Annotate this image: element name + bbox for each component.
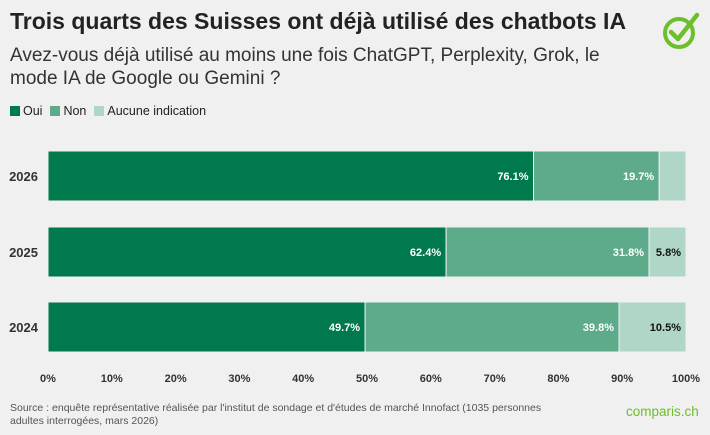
data-label: 19.7%	[623, 171, 654, 183]
data-label: 62.4%	[410, 247, 441, 259]
bar-segment	[445, 226, 650, 278]
legend-item: Aucune indication	[94, 104, 206, 118]
data-label: 31.8%	[613, 247, 644, 259]
chart-title: Trois quarts des Suisses ont déjà utilis…	[10, 8, 627, 34]
bar-segment	[47, 226, 447, 278]
data-label: 39.8%	[583, 322, 614, 334]
category-label: 2026	[9, 169, 38, 184]
checkmark-circle-icon	[663, 12, 700, 49]
x-tick-label: 80%	[547, 373, 569, 385]
x-tick-label: 100%	[672, 373, 700, 385]
x-tick-label: 70%	[484, 373, 506, 385]
legend-item: Oui	[10, 104, 42, 118]
bar-segment	[47, 150, 535, 202]
x-tick-label: 20%	[165, 373, 187, 385]
x-tick-label: 40%	[292, 373, 314, 385]
legend-swatch	[10, 106, 20, 116]
data-label: 76.1%	[497, 171, 528, 183]
bar-segment	[47, 301, 366, 353]
legend-label: Aucune indication	[107, 104, 207, 118]
data-label: 10.5%	[650, 322, 681, 334]
data-label: 49.7%	[329, 322, 360, 334]
x-tick-label: 30%	[228, 373, 250, 385]
bar-segment	[648, 226, 687, 278]
legend-swatch	[94, 106, 105, 116]
legend-item: Non	[50, 104, 86, 118]
bar-segment	[658, 150, 687, 202]
x-tick-label: 50%	[356, 373, 378, 385]
bar-segment	[364, 301, 620, 353]
legend-label: Non	[63, 104, 87, 118]
legend-swatch	[50, 106, 61, 116]
x-tick-label: 90%	[611, 373, 633, 385]
source-note: Source : enquête représentative réalisée…	[10, 402, 542, 427]
category-label: 2025	[9, 245, 38, 260]
legend-label: Oui	[23, 104, 43, 118]
category-label: 2024	[9, 320, 39, 335]
x-tick-label: 60%	[420, 373, 442, 385]
data-label: 5.8%	[656, 247, 681, 259]
bar-segment	[618, 301, 687, 353]
plot-area: 2026 76.1% 19.7% 2025 62.4% 31.8% 5.8% 2024 49.7…	[9, 150, 700, 385]
brand-logo: comparis.ch	[626, 404, 699, 419]
x-tick-label: 0%	[40, 373, 56, 385]
x-tick-label: 10%	[101, 373, 123, 385]
legend: Oui Non Aucune indication	[10, 104, 206, 118]
chart-subtitle: Avez-vous déjà utilisé au moins une fois…	[10, 45, 600, 89]
